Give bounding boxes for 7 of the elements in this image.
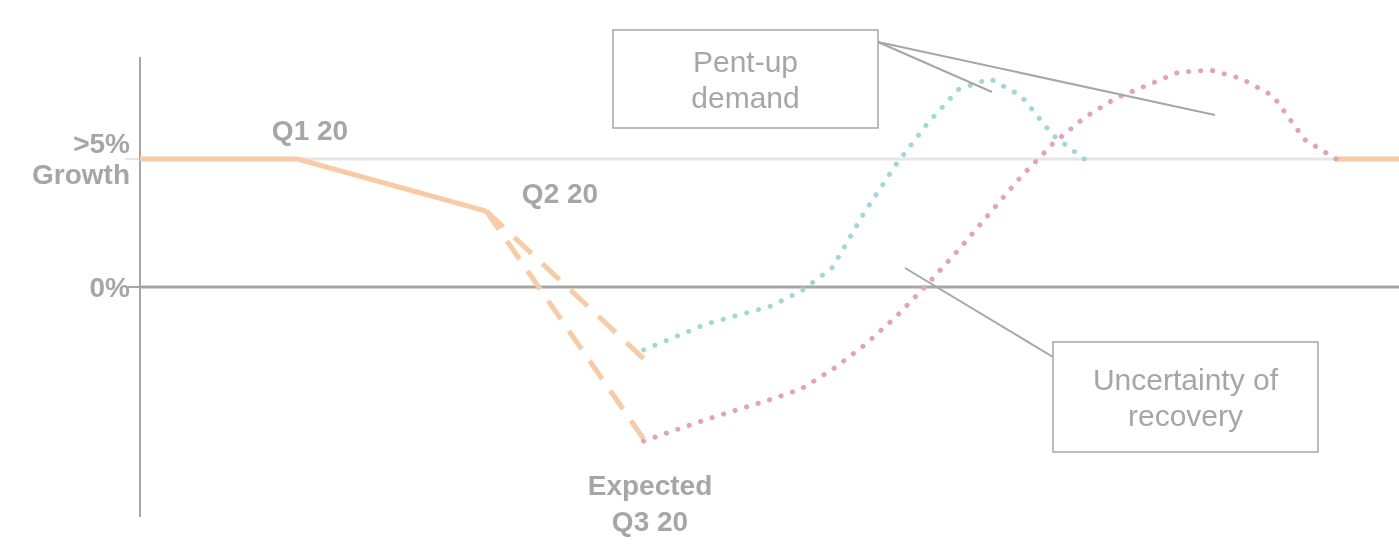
annotation: Uncertainty of recovery bbox=[1092, 362, 1279, 432]
annotation: Q2 20 bbox=[521, 177, 599, 209]
text: Expected Q3 20 bbox=[587, 469, 713, 538]
ref-line-label: >5% Growth bbox=[32, 128, 131, 191]
ref-line-label: 0% bbox=[89, 271, 131, 303]
annotation: Q1 20 bbox=[271, 114, 349, 146]
annotation: Pent-up demand bbox=[691, 44, 800, 114]
